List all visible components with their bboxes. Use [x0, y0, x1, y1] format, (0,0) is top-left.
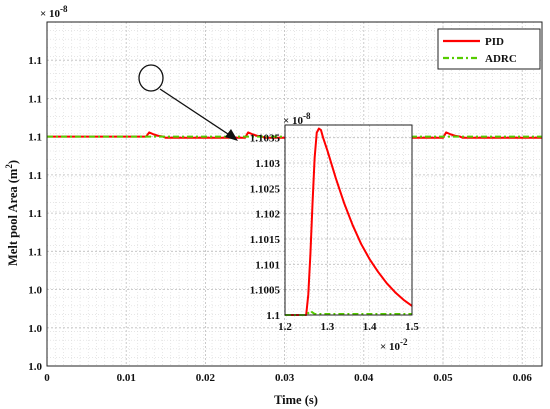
main-x-tick-label: 0.04 — [354, 372, 374, 384]
inset-y-tick-label: 1.1035 — [250, 133, 281, 145]
main-x-tick-label: 0.06 — [513, 372, 533, 384]
main-y-multiplier: × 10-8 — [40, 4, 68, 20]
inset-x-tick-label: 1.2 — [278, 321, 292, 333]
inset-y-tick-label: 1.1 — [266, 310, 280, 322]
zoom-circle — [138, 64, 164, 92]
main-x-tick-label: 0.01 — [117, 372, 136, 384]
main-y-tick-labels: 1.0 1.0 1.0 1.1 1.1 1.1 1.1 1.1 1.1 — [28, 55, 42, 373]
legend-box — [437, 28, 541, 70]
main-y-tick-label: 1.0 — [28, 361, 42, 373]
inset-y-tick-label: 1.1015 — [250, 234, 281, 246]
inset-y-tick-label: 1.1025 — [250, 183, 281, 195]
main-x-tick-labels: 0 0.01 0.02 0.03 0.04 0.05 0.06 — [44, 372, 532, 384]
main-y-tick-label: 1.1 — [28, 246, 42, 258]
inset-x-tick-label: 1.3 — [320, 321, 334, 333]
main-y-tick-label: 1.1 — [28, 132, 42, 144]
inset-x-tick-label: 1.5 — [405, 321, 419, 333]
main-x-tick-label: 0 — [44, 372, 50, 384]
main-y-tick-label: 1.0 — [28, 323, 42, 335]
inset-plot-frame — [284, 124, 413, 316]
main-x-tick-label: 0.02 — [196, 372, 216, 384]
inset-y-tick-labels: 1.1 1.1005 1.101 1.1015 1.102 1.1025 1.103 1.10… — [250, 133, 281, 322]
main-y-tick-label: 1.1 — [28, 208, 42, 220]
inset-x-tick-labels: 1.2 1.3 1.4 1.5 — [278, 321, 419, 333]
legend: PID ADRC — [437, 28, 541, 70]
inset-y-tick-label: 1.1005 — [250, 285, 281, 297]
inset-y-tick-label: 1.102 — [255, 209, 280, 221]
main-y-axis-label: Melt pool Area (m2) — [4, 160, 20, 266]
inset-y-tick-label: 1.101 — [255, 259, 280, 271]
main-x-tick-label: 0.05 — [433, 372, 453, 384]
main-y-tick-label: 1.1 — [28, 55, 42, 67]
main-y-tick-label: 1.1 — [28, 170, 42, 182]
inset-y-tick-label: 1.103 — [255, 158, 280, 170]
main-x-tick-label: 0.03 — [275, 372, 295, 384]
inset-y-multiplier: × 10-8 — [283, 111, 311, 127]
main-y-tick-label: 1.1 — [28, 93, 42, 105]
main-plot-frame — [46, 21, 543, 367]
legend-adrc-label: ADRC — [485, 53, 517, 65]
inset-series-pid — [285, 127, 413, 316]
main-x-axis-label: Time (s) — [274, 393, 318, 407]
inset-x-tick-label: 1.4 — [363, 321, 377, 333]
legend-pid-label: PID — [485, 36, 504, 48]
inset-x-multiplier: × 10-2 — [380, 337, 408, 353]
main-y-tick-label: 1.0 — [28, 285, 42, 297]
zoom-arrow — [159, 88, 232, 137]
zoom-arrow-head — [225, 129, 238, 141]
